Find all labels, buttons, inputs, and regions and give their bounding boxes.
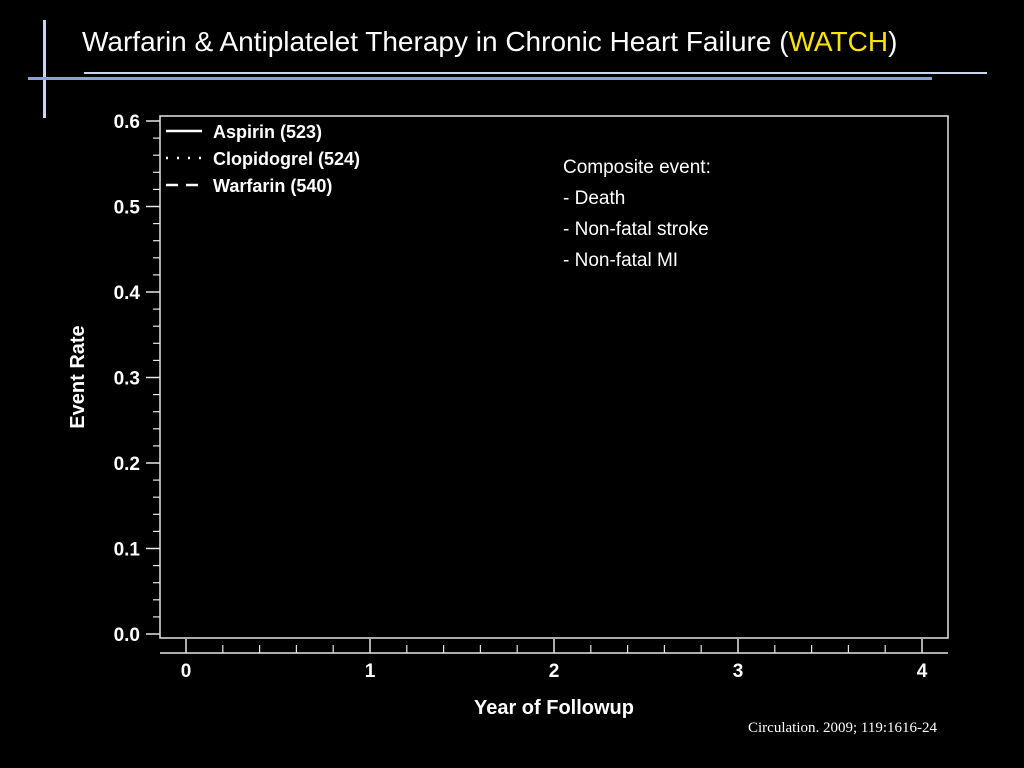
x-tick-label: 4 (917, 661, 928, 682)
composite-item-stroke: - Non-fatal stroke (563, 219, 709, 240)
y-tick-label: 0.6 (114, 112, 140, 133)
composite-item-death: - Death (563, 188, 626, 209)
slide-title-main: Warfarin & Antiplatelet Therapy in Chron… (82, 26, 789, 57)
x-tick-label: 1 (365, 661, 376, 682)
slide-title-close: ) (888, 26, 898, 57)
x-axis-label: Year of Followup (474, 697, 634, 719)
x-tick-label: 3 (733, 661, 744, 682)
legend-entry: Warfarin (540) (213, 176, 332, 196)
y-axis-label: Event Rate (67, 325, 89, 428)
composite-item-mi: - Non-fatal MI (563, 250, 679, 271)
decorative-horizontal-line (28, 77, 932, 80)
slide-title-accent: WATCH (788, 26, 889, 57)
composite-event-note: Composite event: - Death - Non-fatal str… (563, 152, 711, 276)
decorative-vertical-line (43, 20, 46, 118)
x-tick-label: 0 (181, 661, 192, 682)
slide-title: Warfarin & Antiplatelet Therapy in Chron… (82, 26, 897, 58)
x-tick-label: 2 (549, 661, 560, 682)
citation: Circulation. 2009; 119:1616-24 (748, 720, 938, 736)
y-tick-label: 0.2 (114, 454, 140, 475)
legend-entry: Clopidogrel (524) (213, 149, 360, 169)
y-tick-label: 0.4 (114, 283, 141, 304)
composite-heading: Composite event: (563, 157, 711, 178)
y-tick-label: 0.0 (114, 625, 140, 646)
decorative-title-underline (84, 72, 987, 74)
y-tick-label: 0.3 (114, 369, 140, 390)
legend-entry: Aspirin (523) (213, 122, 322, 142)
y-tick-label: 0.1 (114, 540, 141, 561)
y-tick-label: 0.5 (114, 198, 141, 219)
